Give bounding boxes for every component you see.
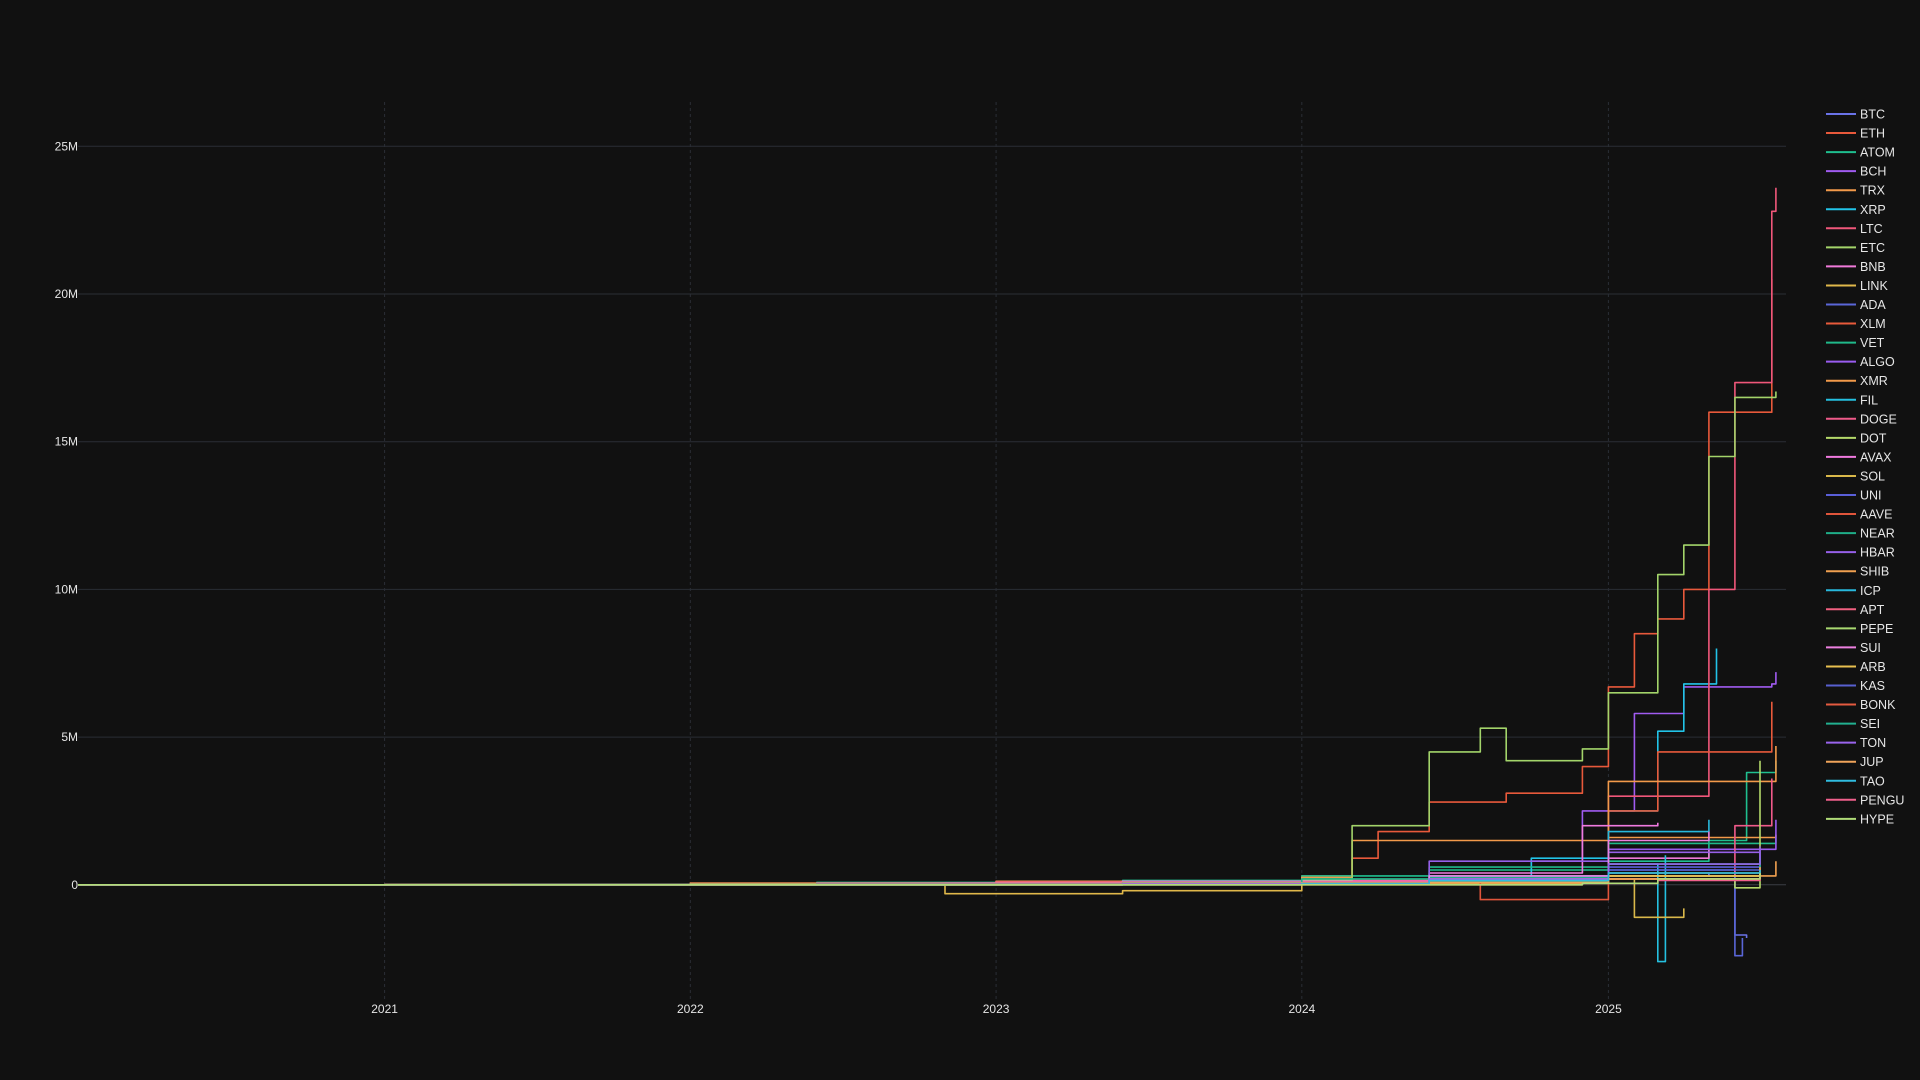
legend-label: DOGE <box>1860 412 1897 426</box>
legend-item-pengu[interactable]: PENGU <box>1826 793 1904 807</box>
legend-item-btc[interactable]: BTC <box>1826 108 1885 122</box>
legend-item-trx[interactable]: TRX <box>1826 184 1886 198</box>
x-tick-label: 2024 <box>1288 1002 1315 1016</box>
legend-item-eth[interactable]: ETH <box>1826 127 1885 141</box>
legend-label: KAS <box>1860 679 1885 693</box>
x-tick-label: 2022 <box>677 1002 704 1016</box>
legend-item-fil[interactable]: FIL <box>1826 393 1878 407</box>
legend-label: LINK <box>1860 279 1888 293</box>
legend-item-hype[interactable]: HYPE <box>1826 812 1894 826</box>
legend-label: ALGO <box>1860 355 1895 369</box>
y-tick-label: 15M <box>55 435 78 449</box>
legend-label: BCH <box>1860 165 1886 179</box>
legend-item-xlm[interactable]: XLM <box>1826 317 1886 331</box>
legend-label: SHIB <box>1860 565 1889 579</box>
legend-label: TRX <box>1860 184 1886 198</box>
axes: 25M 20M 15M 10M 5M 0 2021 2022 2023 2024 2025 <box>55 139 1622 1016</box>
x-tick-label: 2025 <box>1595 1002 1622 1016</box>
y-tick-label: 5M <box>61 730 78 744</box>
legend-label: ICP <box>1860 584 1881 598</box>
legend-item-avax[interactable]: AVAX <box>1826 450 1892 464</box>
legend-label: BONK <box>1860 698 1896 712</box>
legend[interactable]: BTC ETH ATOM BCH TRX XRP LTC ETC BNB LINK ADA XLM VE… <box>1826 108 1904 827</box>
legend-item-near[interactable]: NEAR <box>1826 527 1895 541</box>
legend-label: BTC <box>1860 108 1885 122</box>
series-layer <box>78 187 1777 963</box>
legend-label: XRP <box>1860 203 1886 217</box>
legend-item-ton[interactable]: TON <box>1826 736 1886 750</box>
legend-label: JUP <box>1860 755 1884 769</box>
legend-item-doge[interactable]: DOGE <box>1826 412 1897 426</box>
y-tick-label: 20M <box>55 287 78 301</box>
legend-label: UNI <box>1860 489 1882 503</box>
legend-label: VET <box>1860 336 1885 350</box>
legend-item-dot[interactable]: DOT <box>1826 431 1887 445</box>
legend-item-kas[interactable]: KAS <box>1826 679 1885 693</box>
legend-label: XMR <box>1860 374 1888 388</box>
legend-item-uni[interactable]: UNI <box>1826 489 1882 503</box>
x-tick-label: 2021 <box>371 1002 398 1016</box>
legend-item-sui[interactable]: SUI <box>1826 641 1881 655</box>
x-tick-label: 2023 <box>983 1002 1010 1016</box>
y-tick-label: 0 <box>71 878 78 892</box>
legend-label: BNB <box>1860 260 1886 274</box>
legend-item-bnb[interactable]: BNB <box>1826 260 1886 274</box>
legend-label: DOT <box>1860 431 1887 445</box>
y-tick-label: 25M <box>55 139 78 153</box>
legend-label: ADA <box>1860 298 1886 312</box>
legend-item-bonk[interactable]: BONK <box>1826 698 1896 712</box>
legend-label: PEPE <box>1860 622 1893 636</box>
legend-label: SEI <box>1860 717 1880 731</box>
legend-label: SUI <box>1860 641 1881 655</box>
legend-item-ltc[interactable]: LTC <box>1826 222 1883 236</box>
legend-item-sol[interactable]: SOL <box>1826 469 1885 483</box>
legend-label: XLM <box>1860 317 1886 331</box>
legend-label: TON <box>1860 736 1886 750</box>
series-line-hype <box>78 873 1761 886</box>
legend-item-algo[interactable]: ALGO <box>1826 355 1895 369</box>
legend-item-hbar[interactable]: HBAR <box>1826 546 1895 560</box>
legend-item-link[interactable]: LINK <box>1826 279 1888 293</box>
legend-label: LTC <box>1860 222 1883 236</box>
legend-label: AVAX <box>1860 450 1892 464</box>
legend-label: HBAR <box>1860 546 1895 560</box>
legend-item-etc[interactable]: ETC <box>1826 241 1885 255</box>
legend-item-xrp[interactable]: XRP <box>1826 203 1886 217</box>
legend-item-icp[interactable]: ICP <box>1826 584 1881 598</box>
legend-label: HYPE <box>1860 812 1894 826</box>
legend-item-bch[interactable]: BCH <box>1826 165 1886 179</box>
legend-item-tao[interactable]: TAO <box>1826 774 1885 788</box>
legend-label: ETH <box>1860 127 1885 141</box>
legend-label: ATOM <box>1860 146 1895 160</box>
legend-item-arb[interactable]: ARB <box>1826 660 1886 674</box>
legend-item-jup[interactable]: JUP <box>1826 755 1884 769</box>
legend-label: NEAR <box>1860 527 1895 541</box>
legend-label: TAO <box>1860 774 1885 788</box>
legend-item-shib[interactable]: SHIB <box>1826 565 1889 579</box>
legend-item-ada[interactable]: ADA <box>1826 298 1886 312</box>
legend-label: ETC <box>1860 241 1885 255</box>
legend-item-apt[interactable]: APT <box>1826 603 1885 617</box>
legend-label: AAVE <box>1860 508 1892 522</box>
legend-label: ARB <box>1860 660 1886 674</box>
legend-label: FIL <box>1860 393 1878 407</box>
legend-item-aave[interactable]: AAVE <box>1826 508 1892 522</box>
legend-item-atom[interactable]: ATOM <box>1826 146 1895 160</box>
y-tick-label: 10M <box>55 582 78 596</box>
legend-label: SOL <box>1860 469 1885 483</box>
legend-label: APT <box>1860 603 1885 617</box>
legend-item-pepe[interactable]: PEPE <box>1826 622 1893 636</box>
legend-label: PENGU <box>1860 793 1904 807</box>
legend-item-sei[interactable]: SEI <box>1826 717 1880 731</box>
legend-item-vet[interactable]: VET <box>1826 336 1885 350</box>
legend-item-xmr[interactable]: XMR <box>1826 374 1888 388</box>
